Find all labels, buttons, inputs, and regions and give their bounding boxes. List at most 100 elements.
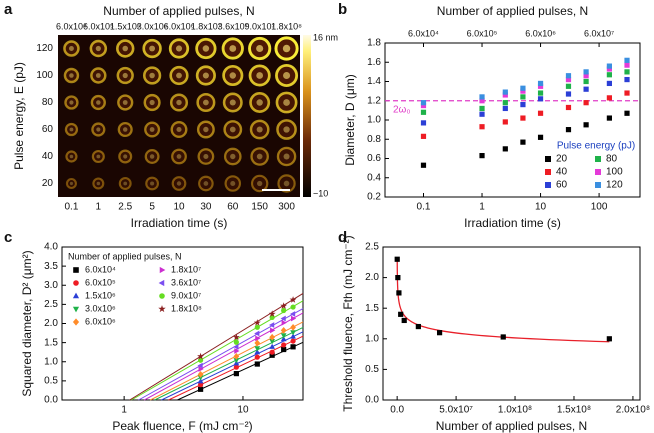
point [479,98,485,104]
y-tick-label: 0.6 [367,153,381,164]
crater-center [176,126,182,133]
point [198,366,204,372]
point [290,323,296,331]
x-tick-label: 1.0x10⁸ [498,405,532,416]
y-tick-label: 1.0 [367,115,381,126]
point [606,115,612,121]
top-label: 6.0x10⁴ [56,21,87,31]
crater-center [122,45,128,52]
point [502,105,508,112]
point [624,76,630,83]
point [269,314,275,320]
crater-center [176,181,182,186]
x-tick-label: 2.5 [118,202,132,213]
point [254,330,260,337]
point [197,370,204,378]
ablation-crater [223,147,242,166]
y-axis-label: Diameter, D (μm) [343,74,357,166]
point [234,348,240,354]
point [270,327,276,334]
point [520,102,526,108]
crater-center [69,127,74,132]
x-tick-label: 1 [121,405,127,416]
panel-letter: a [4,1,13,18]
crater-center [202,45,210,52]
point [280,327,287,334]
legend-swatch [595,156,601,162]
crater-center [149,127,155,132]
crater-center [202,72,209,79]
point [233,364,239,370]
ablation-crater [196,120,215,139]
point [269,322,275,328]
top-label: 1.8x10⁸ [271,21,302,31]
ablation-crater [249,119,270,140]
ablation-crater [144,121,161,138]
crater-center [283,71,291,80]
point [254,324,260,330]
legend-label: 3.0x10⁶ [85,303,116,313]
point [197,375,204,381]
legend-label: 6.0x10⁵ [85,277,116,287]
point [233,371,239,377]
crater-center [203,126,209,133]
ablation-crater [171,148,187,165]
ablation-crater [197,148,215,165]
reference-label: 2ω₀ [393,104,411,115]
ablation-crater [276,119,297,140]
point [396,290,402,296]
point [415,323,421,330]
y-tick-label: 1.5 [44,337,58,348]
point [233,343,239,350]
legend-label: 3.6x10⁷ [171,277,201,287]
y-tick-label: 80 [42,97,54,108]
crater-center [122,127,128,132]
legend-label: 40 [556,167,568,178]
plot-frame [382,246,641,401]
ablation-crater [92,177,105,190]
point [565,104,572,111]
crater-center [256,126,263,133]
ablation-crater [224,175,242,192]
y-tick-label: 0.5 [44,376,58,387]
point [624,110,630,116]
crater-center [283,99,290,106]
point [254,361,260,367]
point [606,63,612,69]
point [268,310,276,317]
x-tick-label: 1.5x10⁸ [557,405,591,416]
crater-center [122,100,128,105]
crater-center [95,45,101,52]
ablation-crater [64,122,79,137]
point [500,334,506,340]
crater-center [203,153,209,160]
legend-title: Number of applied pulses, N [68,251,182,261]
crater-center [175,45,183,52]
point [281,307,287,314]
ablation-crater [117,121,133,138]
ablation-crater [198,175,214,192]
legend-label: 6.0x10⁶ [85,316,116,326]
point [254,349,261,355]
x-tick-label: 2.0x10⁸ [616,405,650,416]
point [537,80,544,87]
point [502,119,508,125]
point [233,339,239,345]
legend-label: 1.5x10⁶ [85,290,116,300]
crater-center [176,72,182,79]
legend-label: 60 [556,180,568,191]
point [520,88,526,94]
ablation-crater [222,92,243,113]
point [565,83,572,89]
y-tick-label: 1.6 [367,57,381,68]
x-tick-label: 300 [278,202,295,213]
fit-line [161,331,304,401]
crater-center [69,154,74,159]
crater-center [230,153,236,160]
point [624,90,630,96]
ablation-crater [63,40,80,57]
legend-marker [159,293,165,299]
legend-label: 80 [606,154,618,165]
fit-curve [396,259,610,343]
